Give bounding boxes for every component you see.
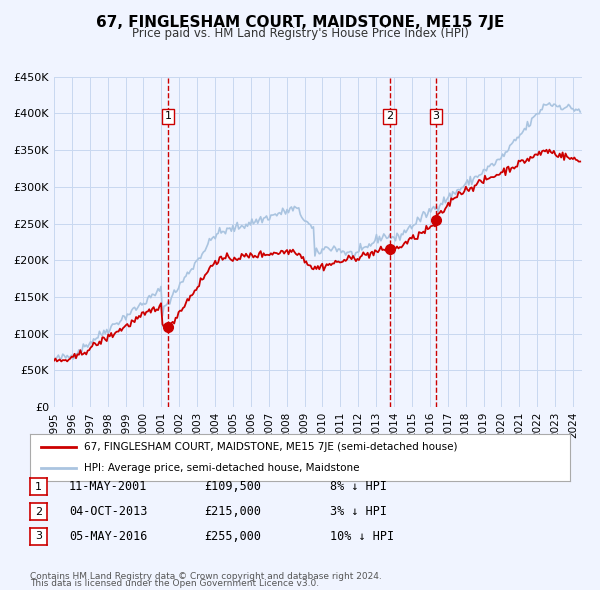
Text: Price paid vs. HM Land Registry's House Price Index (HPI): Price paid vs. HM Land Registry's House … bbox=[131, 27, 469, 40]
Text: HPI: Average price, semi-detached house, Maidstone: HPI: Average price, semi-detached house,… bbox=[84, 463, 359, 473]
Text: 3: 3 bbox=[433, 112, 439, 122]
Text: 8% ↓ HPI: 8% ↓ HPI bbox=[330, 480, 387, 493]
Text: 04-OCT-2013: 04-OCT-2013 bbox=[69, 505, 148, 518]
Text: 10% ↓ HPI: 10% ↓ HPI bbox=[330, 530, 394, 543]
Text: £215,000: £215,000 bbox=[204, 505, 261, 518]
Text: £109,500: £109,500 bbox=[204, 480, 261, 493]
Text: This data is licensed under the Open Government Licence v3.0.: This data is licensed under the Open Gov… bbox=[30, 579, 319, 588]
Text: 3% ↓ HPI: 3% ↓ HPI bbox=[330, 505, 387, 518]
Text: Contains HM Land Registry data © Crown copyright and database right 2024.: Contains HM Land Registry data © Crown c… bbox=[30, 572, 382, 581]
Text: 11-MAY-2001: 11-MAY-2001 bbox=[69, 480, 148, 493]
Text: 3: 3 bbox=[35, 532, 42, 541]
Text: 05-MAY-2016: 05-MAY-2016 bbox=[69, 530, 148, 543]
Text: £255,000: £255,000 bbox=[204, 530, 261, 543]
Text: 1: 1 bbox=[35, 482, 42, 491]
Text: 67, FINGLESHAM COURT, MAIDSTONE, ME15 7JE: 67, FINGLESHAM COURT, MAIDSTONE, ME15 7J… bbox=[96, 15, 504, 30]
Text: 1: 1 bbox=[164, 112, 172, 122]
Text: 2: 2 bbox=[35, 507, 42, 516]
Text: 2: 2 bbox=[386, 112, 393, 122]
Text: 67, FINGLESHAM COURT, MAIDSTONE, ME15 7JE (semi-detached house): 67, FINGLESHAM COURT, MAIDSTONE, ME15 7J… bbox=[84, 442, 458, 452]
